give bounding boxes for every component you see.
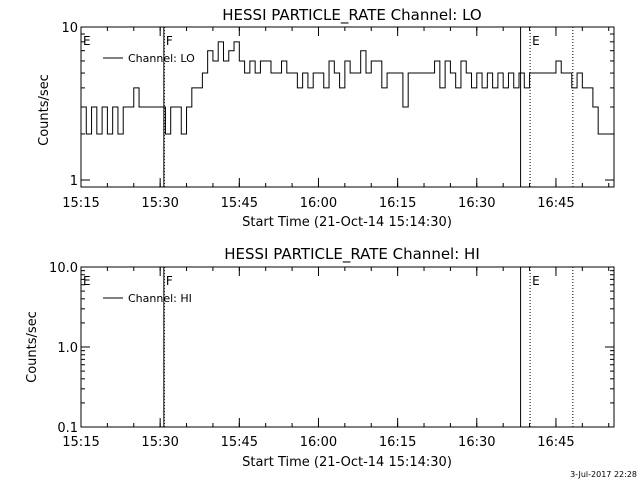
footer-timestamp: 3-Jul-2017 22:28 — [570, 470, 637, 479]
event-marker-label: F — [166, 34, 173, 48]
x-tick-label: 16:00 — [300, 435, 337, 450]
y-axis-label: Counts/sec — [25, 311, 40, 383]
event-marker-label: E — [83, 34, 91, 48]
y-axis-label: Counts/sec — [37, 74, 52, 146]
event-marker-label: E — [532, 274, 540, 288]
x-axis-label: Start Time (21-Oct-14 15:14:30) — [242, 215, 452, 230]
y-tick-label: 1.0 — [57, 341, 78, 356]
y-tick-label: 0.1 — [57, 421, 78, 436]
x-tick-label: 15:45 — [221, 435, 258, 450]
x-tick-label: 16:15 — [379, 196, 416, 211]
legend-label: Channel: LO — [128, 52, 195, 65]
y-ticks: 1 10 — [61, 21, 614, 189]
legend: Channel: LO — [103, 52, 195, 65]
x-axis-label: Start Time (21-Oct-14 15:14:30) — [242, 455, 452, 470]
series-line — [81, 41, 615, 135]
chart-title: HESSI PARTICLE_RATE Channel: HI — [224, 245, 480, 264]
y-tick-label: 10 — [61, 21, 78, 36]
x-tick-label: 15:15 — [62, 435, 99, 450]
y-tick-label: 1 — [70, 174, 78, 189]
event-marker-label: E — [83, 274, 91, 288]
x-ticks: 15:15 15:30 15:45 16:00 16:15 16:30 16:45 — [62, 267, 610, 450]
event-marker-label: E — [532, 34, 540, 48]
x-tick-label: 16:45 — [537, 196, 574, 211]
chart-title: HESSI PARTICLE_RATE Channel: LO — [222, 6, 481, 25]
legend-label: Channel: HI — [128, 292, 192, 305]
event-marker-label: F — [166, 274, 173, 288]
y-tick-label: 10.0 — [49, 261, 78, 276]
x-tick-label: 16:15 — [379, 435, 416, 450]
plot-frame — [80, 266, 615, 428]
x-tick-label: 15:30 — [141, 196, 178, 211]
x-tick-label: 16:30 — [458, 196, 495, 211]
x-ticks: 15:15 15:30 15:45 16:00 16:15 16:30 16:45 — [62, 27, 610, 211]
x-tick-label: 15:30 — [141, 435, 178, 450]
x-tick-label: 16:45 — [537, 435, 574, 450]
y-ticks: 0.1 1.0 10.0 — [49, 261, 614, 436]
x-tick-label: 15:15 — [62, 196, 99, 211]
x-tick-label: 15:45 — [221, 196, 258, 211]
panel-hi: HESSI PARTICLE_RATE Channel: HI 15:15 15:… — [25, 245, 615, 470]
legend: Channel: HI — [103, 292, 192, 305]
x-tick-label: 16:30 — [458, 435, 495, 450]
x-tick-label: 16:00 — [300, 196, 337, 211]
panel-lo: HESSI PARTICLE_RATE Channel: LO 15:15 15:… — [37, 6, 615, 230]
series-lines — [81, 41, 615, 135]
